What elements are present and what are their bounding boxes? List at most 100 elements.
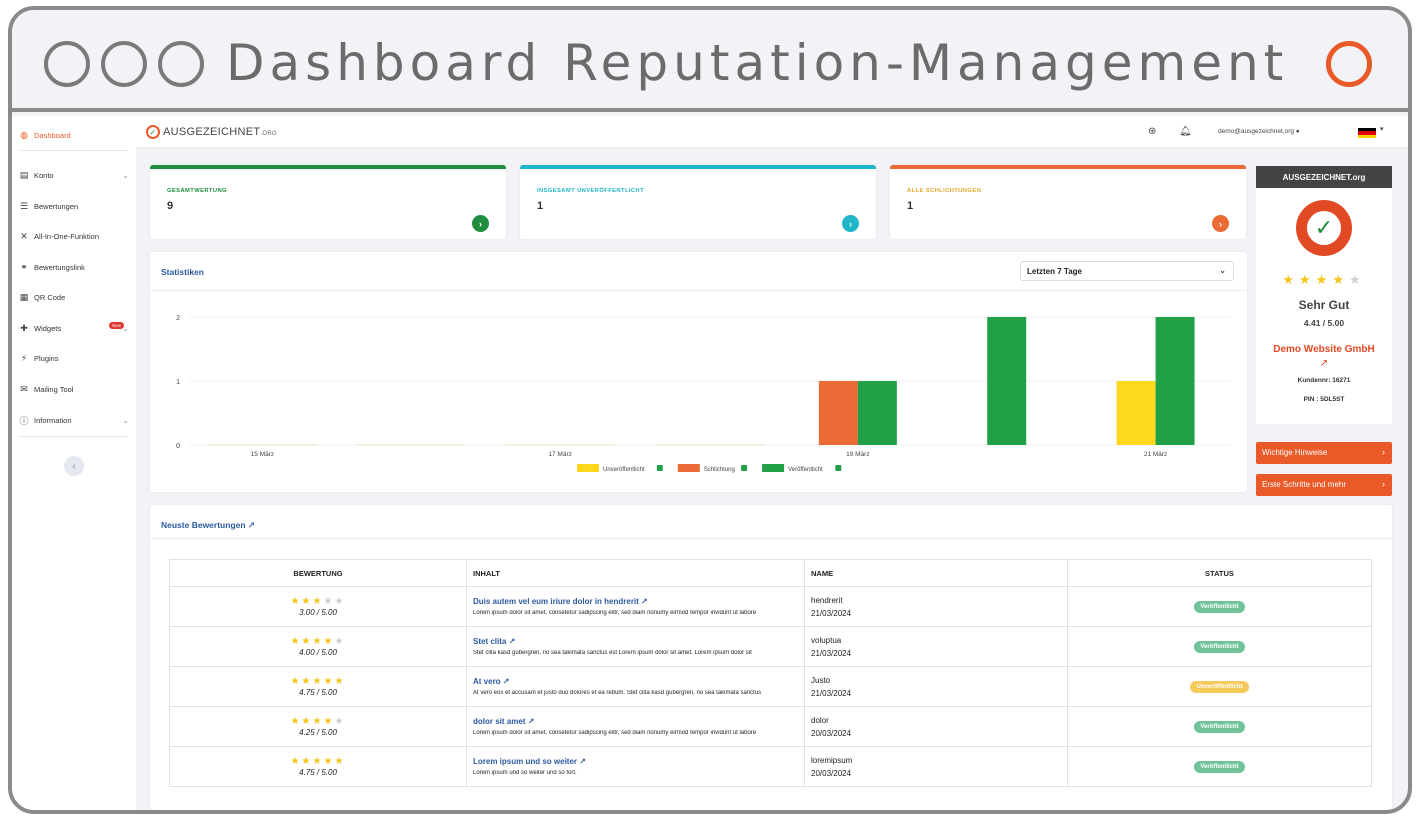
important-hints-button[interactable]: Wichtige Hinweise › [1256,442,1392,464]
status-badge: Veröffentlicht [1194,640,1245,653]
customer-number: Kundennr: 16271 [1297,377,1351,384]
statistics-title: Statistiken [161,267,204,277]
rating-stars: ★★★★★ [170,636,466,648]
star-icon: ★ [1348,272,1366,287]
star-icon: ★ [301,596,313,607]
sidebar-item-information[interactable]: ⓘ Information ⌄ [19,410,129,430]
content-cell: Duis autem vel eum iriure dolor in hendr… [466,586,805,627]
table-row[interactable]: ★★★★★ 4.75 / 5.00 Lorem ipsum und so weite… [169,746,1372,787]
arrow-right-icon[interactable]: › [842,215,859,232]
sidebar: ◍ Dashboard ▤ Konto ⌄ ☰ Bewertungen ✕ Al… [12,116,136,810]
legend-checkbox-icon [656,465,663,471]
rating-stars: ★★★★★ [170,596,466,608]
support-icon[interactable]: ⊛ [1148,126,1157,137]
arrow-right-icon[interactable]: › [1212,215,1229,232]
profile-score: 4.41 / 5.00 [1303,318,1345,328]
status-cell: Veröffentlicht [1067,626,1372,667]
external-link-icon: ↗ [641,597,648,606]
external-link-icon[interactable]: ↗ [1319,358,1329,369]
link-icon: ⚭ [20,261,28,272]
rating-stars: ★★★★★ [170,716,466,728]
review-date: 20/03/2024 [811,768,852,778]
content-cell: Lorem ipsum und so weiter ↗ Lorem ipsum u… [466,746,805,787]
german-flag-icon[interactable] [1358,128,1376,138]
sidebar-item-qr-code[interactable]: ▦ QR Code [19,287,129,307]
app-window: Dashboard Reputation-Management ◍ Dashbo… [8,6,1412,814]
table-row[interactable]: ★★★★★ 4.25 / 5.00 dolor sit amet ↗ Lorem ip… [169,706,1372,747]
table-row[interactable]: ★★★★★ 4.75 / 5.00 At vero ↗ At vero eos et … [169,666,1372,707]
review-text: Lorem ipsum und so weiter und so fort. [473,770,577,776]
sidebar-item-all-in-one[interactable]: ✕ All-In-One-Funktion [19,226,129,246]
review-title-link[interactable]: At vero ↗ [473,677,804,686]
review-title-link[interactable]: Stet clita ↗ [473,637,804,646]
first-steps-button[interactable]: Erste Schritte und mehr › [1256,474,1392,496]
star-icon: ★ [334,756,346,767]
name-cell: Justo 21/03/2024 [804,666,1068,707]
sidebar-item-dashboard[interactable]: ◍ Dashboard [19,125,129,145]
kpi-label: ALLE SCHLICHTUNGEN [907,188,982,194]
sidebar-item-label: Mailing Tool [34,384,74,394]
review-text: Lorem ipsum dolor sit amet, consetetur s… [473,730,757,736]
latest-reviews-title[interactable]: Neuste Bewertungen ↗ [161,520,255,531]
status-cell: Veröffentlicht [1067,746,1372,787]
kpi-card-unpublished: INSGESAMT UNVERÖFFENTLICHT 1 › [520,165,876,239]
sidebar-item-label: Plugins [34,353,59,363]
external-link-icon: ↗ [502,677,510,686]
column-header-rating: BEWERTUNG [169,559,467,587]
latest-reviews-card: Neuste Bewertungen ↗ BEWERTUNG INHALT NA… [150,505,1392,810]
star-icon: ★ [290,636,302,647]
sidebar-item-bewertungen[interactable]: ☰ Bewertungen [19,196,129,216]
reviewer-name: dolor [811,715,829,725]
sidebar-item-widgets[interactable]: ✚ Widgets New ⌄ [19,318,129,338]
window-control-circle[interactable] [101,41,147,87]
puzzle-icon: ✚ [20,322,28,333]
star-icon: ★ [1332,272,1349,287]
reviewer-name: Justo [811,675,831,685]
star-icon: ★ [323,636,335,647]
chevron-down-icon: ⌄ [122,323,129,333]
statistics-card: Statistiken Letzten 7 Tage ⌄ 0 1 2 15 März 1… [150,252,1247,492]
profile-header: AUSGEZEICHNET.org [1256,166,1392,188]
kpi-card-disputes: ALLE SCHLICHTUNGEN 1 › [890,165,1246,239]
user-menu[interactable]: demo@ausgezeichnet.org ● [1218,128,1300,135]
table-row[interactable]: ★★★★★ 4.00 / 5.00 Stet clita ↗ Stet clita k… [169,626,1372,667]
x-tick-label: 15 März [251,451,274,458]
sidebar-item-plugins[interactable]: ⚡ Plugins [19,348,129,368]
sidebar-item-bewertungslink[interactable]: ⚭ Bewertungslink [19,257,129,277]
window-control-circle[interactable] [158,41,204,87]
external-link-icon: ↗ [527,717,535,726]
divider [150,290,1247,291]
range-select[interactable]: Letzten 7 Tage ⌄ [1020,261,1234,281]
reviewer-name: hendrerit [811,595,843,605]
sidebar-item-mailing-tool[interactable]: ✉ Mailing Tool [19,379,129,399]
legend-label: Schlichtung [704,467,735,473]
column-header-status: STATUS [1067,559,1372,587]
legend-checkbox-icon [741,465,748,471]
caret-down-icon[interactable]: ▾ [1380,126,1384,133]
company-link[interactable]: Demo Website GmbH [1273,344,1375,355]
star-icon: ★ [290,676,302,687]
sidebar-item-label: Bewertungslink [34,262,85,272]
review-title-link[interactable]: Lorem ipsum und so weiter ↗ [473,757,804,766]
sidebar-item-konto[interactable]: ▤ Konto ⌄ [19,165,129,185]
review-title-link[interactable]: Duis autem vel eum iriure dolor in hendr… [473,597,804,606]
column-header-content: INHALT [466,559,805,587]
review-text: Stet clita kasd gubergren, no sea takima… [473,650,752,656]
reviewer-name: loremipsum [811,755,853,765]
star-icon: ★ [290,716,302,727]
table-row[interactable]: ★★★★★ 3.00 / 5.00 Duis autem vel eum iriur… [169,586,1372,627]
sidebar-collapse-button[interactable]: ‹ [64,456,84,476]
brand-logo[interactable]: ✓ AUSGEZEICHNET .ORG [146,125,277,139]
star-icon: ★ [312,636,324,647]
status-badge: Veröffentlicht [1194,600,1245,613]
window-control-circle[interactable] [44,41,90,87]
arrows-icon: ✕ [20,230,28,241]
bell-icon[interactable]: 🔔︎ [1179,126,1192,137]
external-link-icon: ↗ [508,637,516,646]
review-title-link[interactable]: dolor sit amet ↗ [473,717,804,726]
plug-icon: ⚡ [20,352,28,363]
latest-reviews-label: Neuste Bewertungen [161,520,246,530]
arrow-right-icon[interactable]: › [472,215,489,232]
check-icon: ✓ [1307,211,1341,245]
legend-swatch [677,464,700,472]
